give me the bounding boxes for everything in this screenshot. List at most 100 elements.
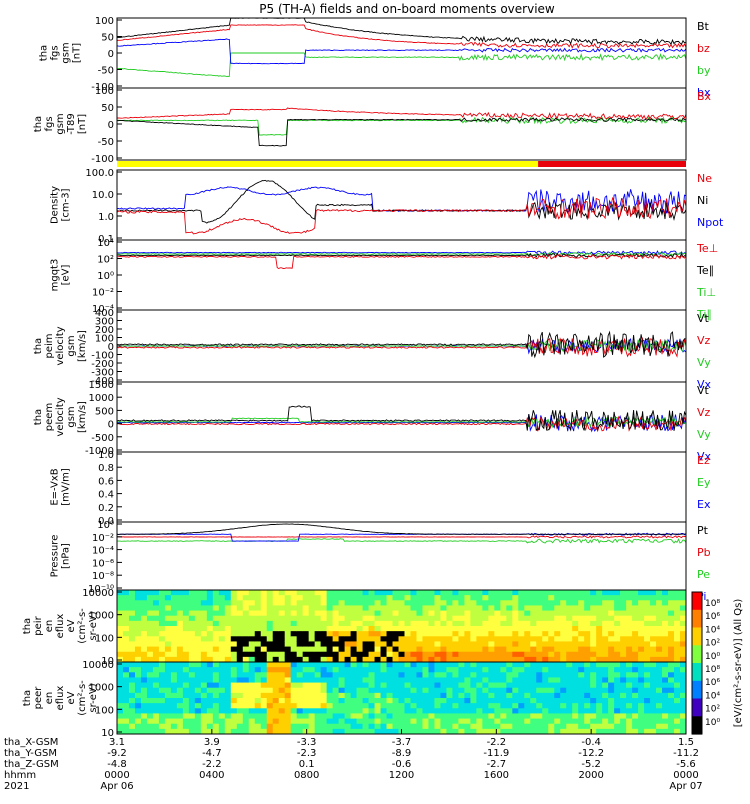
spectrogram-cell: [140, 626, 148, 632]
spectrogram-cell: [542, 626, 549, 632]
spectrogram-cell: [344, 615, 351, 622]
spectrogram-cell: [326, 687, 334, 694]
spectrogram-cell: [230, 677, 238, 683]
spectrogram-cell: [566, 677, 573, 683]
spectrogram-cell: [596, 723, 603, 730]
spectrogram-cell: [218, 636, 226, 642]
spectrogram-cell: [296, 708, 304, 714]
spectrogram-cell: [236, 692, 244, 699]
spectrogram-cell: [134, 687, 142, 694]
spectrogram-cell: [656, 723, 663, 730]
spectrogram-cell: [626, 605, 633, 611]
spectrogram-cell: [644, 631, 651, 637]
spectrogram-cell: [146, 631, 154, 637]
spectrogram-cell: [380, 703, 387, 709]
spectrogram-cell: [350, 626, 357, 632]
spectrogram-cell: [146, 590, 154, 596]
spectrogram-cell: [314, 631, 322, 637]
spectrogram-cell: [626, 692, 633, 699]
spectrogram-cell: [332, 723, 340, 730]
spectrogram-cell: [554, 672, 561, 678]
spectrogram-cell: [188, 600, 196, 606]
spectrogram-cell: [272, 626, 280, 632]
spectrogram-cell: [338, 620, 345, 627]
spectrogram-cell: [236, 698, 244, 704]
spectrogram-cell: [572, 631, 579, 637]
trace-te-perp-blue: [116, 250, 687, 256]
trace-ni: [116, 179, 687, 224]
spectrogram-cell: [224, 728, 232, 735]
spectrogram-cell: [362, 605, 369, 611]
spectrogram-cell: [452, 672, 459, 678]
spectrogram-cell: [356, 641, 363, 647]
spectrogram-cell: [560, 713, 567, 719]
spectrogram-cell: [662, 713, 669, 719]
spectrogram-cell: [500, 703, 507, 709]
spectrogram-cell: [212, 728, 220, 735]
spectrogram-cell: [314, 610, 322, 617]
x-axis-value: -5.2: [581, 759, 601, 770]
spectrogram-cell: [650, 590, 657, 596]
spectrogram-cell: [584, 687, 591, 694]
spectrogram-cell: [674, 641, 681, 647]
spectrogram-cell: [476, 698, 483, 704]
spectrogram-cell: [308, 636, 316, 642]
spectrogram-cell: [176, 708, 184, 714]
spectrogram-cell: [386, 672, 393, 678]
spectrogram-cell: [362, 698, 369, 704]
spectrogram-cell: [188, 641, 196, 647]
spectrogram-cell: [386, 626, 393, 632]
spectrogram-cell: [554, 687, 561, 694]
spectrogram-cell: [236, 626, 244, 632]
spectrogram-cell: [536, 626, 543, 632]
spectrogram-cell: [326, 692, 334, 699]
spectrogram-cell: [344, 672, 351, 678]
spectrogram-cell: [368, 692, 375, 699]
spectrogram-cell: [188, 651, 196, 658]
spectrogram-cell: [524, 708, 531, 714]
spectrogram-cell: [602, 636, 609, 642]
spectrogram-cell: [638, 605, 645, 611]
spectrogram-cell: [212, 703, 220, 709]
spectrogram-cell: [620, 610, 627, 617]
spectrogram-cell: [320, 728, 328, 735]
spectrogram-cell: [632, 682, 639, 689]
spectrogram-cell: [122, 656, 130, 663]
spectrogram-cell: [656, 708, 663, 714]
spectrogram-cell: [392, 672, 399, 678]
spectrogram-cell: [662, 682, 669, 689]
spectrogram-cell: [620, 646, 627, 653]
spectrogram-cell: [440, 672, 447, 678]
spectrogram-cell: [224, 631, 232, 637]
spectrogram-cell: [158, 595, 166, 601]
spectrogram-cell: [614, 692, 621, 699]
spectrogram-cell: [140, 636, 148, 642]
spectrogram-cell: [422, 656, 429, 663]
spectrogram-cell: [362, 631, 369, 637]
spectrogram-cell: [428, 615, 435, 622]
spectrogram-cell: [260, 682, 268, 689]
spectrogram-cell: [608, 590, 615, 596]
spectrogram-cell: [386, 708, 393, 714]
legend-entry: Vt: [697, 312, 710, 325]
spectrogram-cell: [410, 692, 417, 699]
spectrogram-cell: [626, 590, 633, 596]
spectrogram-cell: [386, 620, 393, 627]
spectrogram-cell: [422, 651, 429, 658]
spectrogram-cell: [404, 698, 411, 704]
spectrogram-cell: [446, 713, 453, 719]
legend-entry: Te⊥: [696, 242, 718, 255]
spectrogram-cell: [458, 620, 465, 627]
spectrogram-cell: [488, 605, 495, 611]
spectrogram-cell: [134, 656, 142, 663]
spectrogram-cell: [164, 620, 172, 627]
spectrogram-cell: [500, 615, 507, 622]
spectrogram-cell: [122, 713, 130, 719]
spectrogram-cell: [608, 615, 615, 622]
spectrogram-cell: [314, 620, 322, 627]
spectrogram-cell: [362, 728, 369, 735]
spectrogram-cell: [506, 682, 513, 689]
spectrogram-cell: [518, 641, 525, 647]
spectrogram-cell: [278, 595, 286, 601]
spectrogram-cell: [398, 631, 405, 637]
